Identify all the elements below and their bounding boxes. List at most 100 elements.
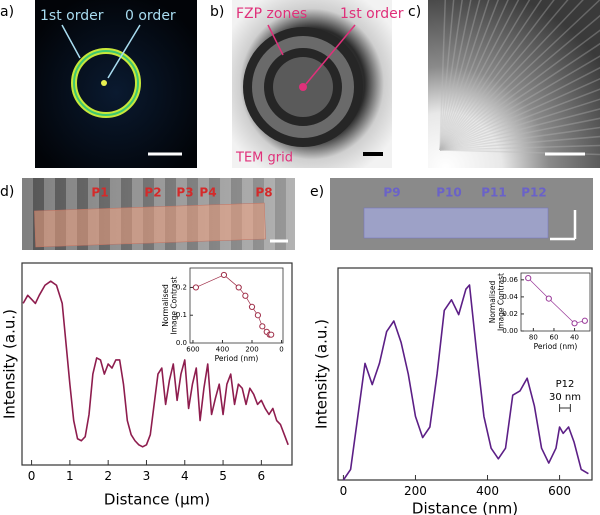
y-axis-label: Image Contrast: [169, 276, 178, 334]
spoke: [439, 0, 520, 151]
spoke: [439, 77, 600, 151]
data-line: [527, 277, 585, 324]
y-axis-label: Normalised: [161, 284, 170, 327]
data-point: [581, 317, 588, 324]
arrow: [61, 24, 81, 59]
data-point: [235, 284, 242, 291]
x-tick-label: 200: [245, 346, 258, 354]
x-tick-label: 400: [476, 484, 499, 498]
x-tick-label: 200: [404, 484, 427, 498]
zone-label: P3: [176, 186, 193, 200]
x-tick-label: 1: [66, 469, 74, 483]
annotation: P12: [556, 379, 575, 390]
x-tick-label: 400: [216, 346, 229, 354]
x-tick-label: 0: [28, 469, 36, 483]
panel-label: a): [0, 4, 14, 20]
y-axis-label: Image Contrast: [496, 273, 505, 331]
annotation: 1st order: [40, 8, 104, 24]
profile-region: [34, 202, 266, 248]
profile-region: [363, 207, 549, 239]
spoke: [439, 0, 555, 151]
spoke: [439, 108, 600, 151]
zone-label: P4: [199, 186, 216, 200]
focus-spot: [299, 83, 307, 91]
x-tick-label: 40: [570, 334, 579, 342]
x-axis-label: Distance (μm): [104, 491, 210, 509]
y-tick-label: 0.06: [502, 276, 518, 284]
y-axis-label: Intensity (a.u.): [313, 319, 331, 429]
y-tick-label: 0.00: [502, 327, 518, 335]
spoke: [439, 0, 600, 151]
x-tick-label: 2: [104, 469, 112, 483]
annotation: 1st order: [340, 6, 404, 22]
x-axis-label: Period (nm): [534, 342, 578, 351]
x-tick-label: 0: [279, 346, 283, 354]
x-tick-label: 6: [258, 469, 266, 483]
x-tick-label: 600: [186, 346, 199, 354]
y-tick-label: 0.2: [176, 283, 187, 291]
zone-label: P8: [255, 186, 272, 200]
y-tick-label: 0.04: [502, 293, 518, 301]
spoke: [439, 0, 481, 151]
panel-label: d): [0, 184, 14, 200]
data-point: [254, 312, 262, 319]
spoke: [439, 0, 569, 151]
image-a: [35, 0, 197, 168]
spoke: [439, 14, 600, 151]
spoke: [439, 126, 600, 151]
data-point: [259, 323, 266, 330]
zone-label: P1: [91, 186, 108, 200]
y-tick-label: 0.02: [502, 310, 518, 318]
panel-label: e): [310, 184, 324, 200]
y-axis-label: Intensity (a.u.): [1, 309, 19, 419]
panel-label: b): [210, 4, 224, 20]
spoke: [439, 0, 490, 151]
data-point: [268, 331, 275, 338]
ring-edge: [73, 50, 139, 116]
spoke: [439, 29, 600, 151]
annotation: 0 order: [125, 8, 176, 24]
spoke: [439, 144, 600, 151]
data-line: [342, 284, 589, 481]
x-tick-label: 60: [549, 334, 558, 342]
y-axis-label: Normalised: [488, 281, 497, 324]
arrow: [107, 24, 141, 79]
zone-label: P10: [436, 186, 462, 200]
x-tick-label: 4: [181, 469, 189, 483]
spoke: [439, 0, 584, 151]
fzp-ring: [252, 36, 354, 138]
spoke: [439, 117, 600, 151]
spoke: [439, 98, 600, 151]
spoke: [439, 0, 531, 151]
x-axis-label: Period (nm): [215, 354, 259, 363]
arrow: [305, 24, 356, 85]
annotation: FZP zones: [236, 6, 307, 22]
spoke: [439, 0, 455, 151]
x-axis-label: Distance (nm): [412, 500, 518, 515]
x-tick-label: 80: [529, 334, 538, 342]
data-point: [248, 303, 256, 310]
data-point: [192, 284, 200, 291]
zone-label: P12: [521, 186, 547, 200]
zone-label: P9: [383, 186, 400, 200]
spoke: [439, 42, 600, 151]
spoke: [439, 0, 499, 151]
x-tick-label: 0: [340, 484, 348, 498]
spoke: [439, 0, 463, 151]
data-point: [242, 292, 249, 299]
spoke: [439, 66, 600, 151]
data-point: [571, 320, 578, 327]
data-point: [525, 275, 532, 282]
spoke: [439, 135, 600, 151]
image-c: [428, 0, 600, 168]
spoke: [439, 0, 446, 151]
annotation: 30 nm: [549, 392, 581, 403]
spoke: [439, 55, 600, 151]
spoke: [439, 0, 543, 151]
x-tick-label: 5: [219, 469, 227, 483]
data-line: [22, 280, 289, 448]
x-tick-label: 3: [143, 469, 151, 483]
data-point: [545, 295, 552, 302]
data-point: [220, 271, 228, 279]
